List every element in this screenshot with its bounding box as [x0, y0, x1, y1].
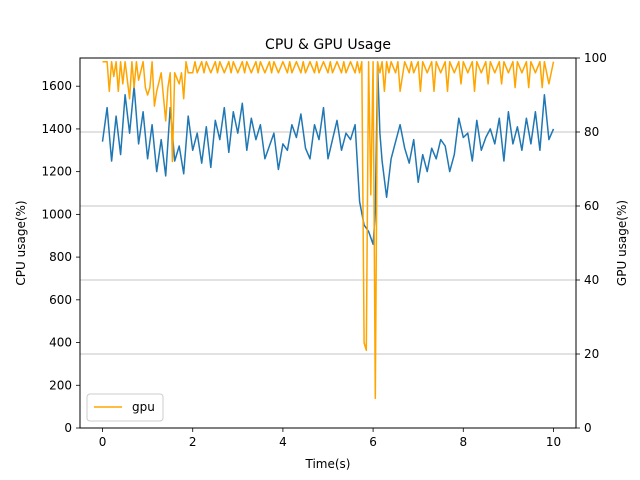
y-tick-label: 1000 [41, 207, 72, 221]
y2-axis-ticks: 0 20 40 60 80 100 [576, 51, 607, 435]
x-axis-ticks: 0 2 4 6 8 10 [99, 428, 561, 449]
y2-tick-label: 80 [584, 125, 599, 139]
y-tick-label: 800 [49, 250, 72, 264]
legend-label-gpu: gpu [132, 400, 155, 414]
legend: gpu [86, 393, 164, 422]
grid [80, 131, 576, 355]
cpu-series [101, 64, 555, 246]
y-tick-label: 600 [49, 293, 72, 307]
y2-tick-label: 60 [584, 199, 599, 213]
gpu-line [102, 60, 555, 400]
y-tick-label: 1600 [41, 79, 72, 93]
x-tick-label: 2 [189, 435, 197, 449]
y-tick-label: 1200 [41, 165, 72, 179]
x-tick-label: 6 [369, 435, 377, 449]
y2-tick-label: 100 [584, 51, 607, 65]
y-tick-label: 1400 [41, 122, 72, 136]
y-tick-label: 0 [64, 421, 72, 435]
y-tick-label: 200 [49, 378, 72, 392]
x-tick-label: 8 [459, 435, 467, 449]
y2-tick-label: 20 [584, 347, 599, 361]
x-tick-label: 10 [546, 435, 561, 449]
x-tick-label: 4 [279, 435, 287, 449]
y2-axis-title: GPU usage(%) [615, 200, 629, 286]
gpu-series [102, 60, 555, 400]
y2-tick-label: 40 [584, 273, 599, 287]
legend-box [86, 393, 164, 422]
plot-frame [79, 57, 577, 429]
x-tick-label: 0 [99, 435, 107, 449]
chart-title: CPU & GPU Usage [265, 37, 391, 53]
x-axis-title: Time(s) [305, 457, 351, 471]
y-tick-label: 400 [49, 336, 72, 350]
y-axis-ticks: 0 200 400 600 800 1000 1200 1400 1600 [41, 79, 80, 435]
y-axis-title: CPU usage(%) [14, 200, 28, 285]
cpu-line [101, 64, 555, 246]
y2-tick-label: 0 [584, 421, 592, 435]
